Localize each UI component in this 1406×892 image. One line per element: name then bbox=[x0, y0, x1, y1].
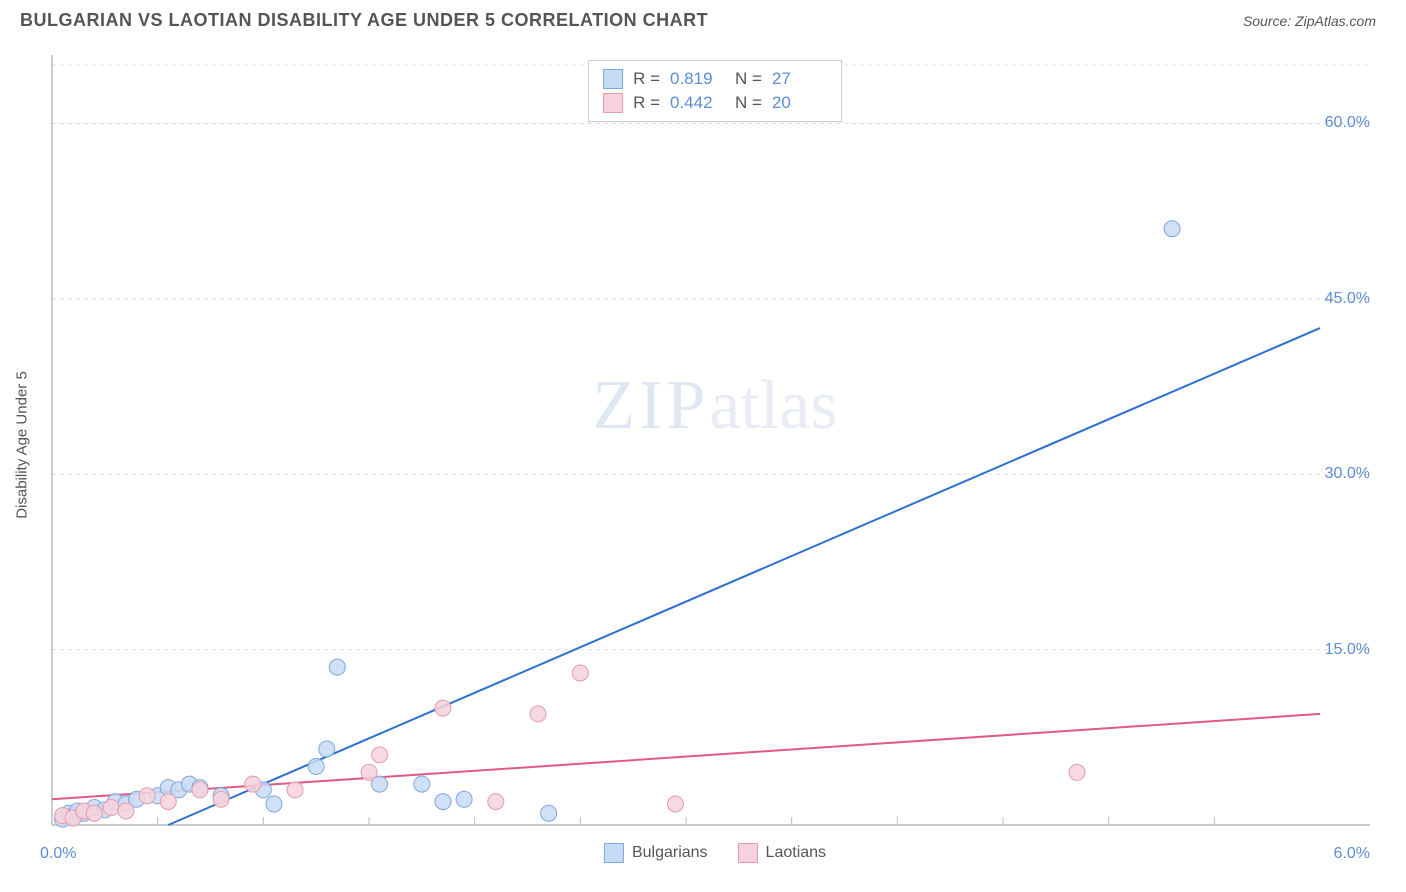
legend-stats-row: R = 0.442 N = 20 bbox=[603, 91, 827, 115]
legend-swatch bbox=[738, 843, 758, 863]
x-axis-max-label: 6.0% bbox=[1334, 845, 1370, 863]
legend-swatch bbox=[604, 843, 624, 863]
legend-swatch bbox=[603, 93, 623, 113]
n-label: N = bbox=[735, 69, 762, 89]
r-value: 0.819 bbox=[670, 69, 725, 89]
y-axis-label: Disability Age Under 5 bbox=[14, 371, 31, 519]
chart-title: BULGARIAN VS LAOTIAN DISABILITY AGE UNDE… bbox=[20, 10, 708, 31]
r-value: 0.442 bbox=[670, 93, 725, 113]
y-tick-label: 30.0% bbox=[1325, 465, 1370, 483]
n-label: N = bbox=[735, 93, 762, 113]
legend-series-item: Bulgarians bbox=[604, 843, 708, 863]
legend-series-label: Bulgarians bbox=[632, 844, 708, 862]
x-axis-origin-label: 0.0% bbox=[40, 845, 76, 863]
y-tick-label: 45.0% bbox=[1325, 290, 1370, 308]
scatter-plot-svg bbox=[50, 55, 1380, 835]
legend-series-label: Laotians bbox=[766, 844, 827, 862]
r-label: R = bbox=[633, 93, 660, 113]
legend-stats-box: R = 0.819 N = 27 R = 0.442 N = 20 bbox=[588, 60, 842, 122]
legend-swatch bbox=[603, 69, 623, 89]
n-value: 20 bbox=[772, 93, 827, 113]
chart-source: Source: ZipAtlas.com bbox=[1243, 13, 1376, 29]
y-tick-label: 15.0% bbox=[1325, 641, 1370, 659]
chart-header: BULGARIAN VS LAOTIAN DISABILITY AGE UNDE… bbox=[0, 0, 1406, 31]
legend-series-item: Laotians bbox=[738, 843, 827, 863]
legend-series: Bulgarians Laotians bbox=[604, 843, 826, 863]
r-label: R = bbox=[633, 69, 660, 89]
chart-area: ZIPatlas Disability Age Under 5 15.0%30.… bbox=[50, 55, 1380, 835]
y-tick-label: 60.0% bbox=[1325, 114, 1370, 132]
legend-stats-row: R = 0.819 N = 27 bbox=[603, 67, 827, 91]
n-value: 27 bbox=[772, 69, 827, 89]
